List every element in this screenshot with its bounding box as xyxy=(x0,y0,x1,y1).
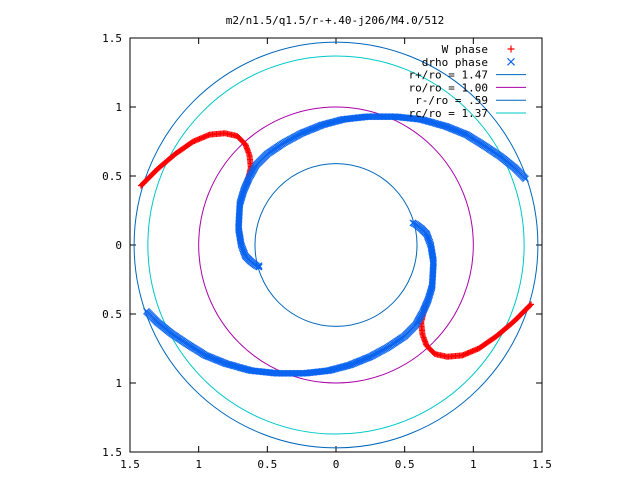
x-tick-label: 0 xyxy=(333,458,340,471)
legend-marker xyxy=(507,57,515,66)
legend-label: ro/ro = 1.00 xyxy=(409,81,488,94)
series-3 xyxy=(143,219,437,377)
x-tick-label: 1 xyxy=(470,458,477,471)
x-tick-label: 0.5 xyxy=(395,458,415,471)
legend-label: drho phase xyxy=(422,56,488,69)
data-point xyxy=(255,262,263,270)
y-tick-label: 1.5 xyxy=(102,32,122,45)
y-tick-label: 0.5 xyxy=(102,170,122,183)
chart-title: m2/n1.5/q1.5/r-+.40-j206/M4.0/512 xyxy=(226,14,445,27)
legend-label: W phase xyxy=(442,43,488,56)
circle-3 xyxy=(147,55,525,435)
x-tick-label: 1.5 xyxy=(120,458,140,471)
data-point xyxy=(409,219,417,227)
series-0 xyxy=(137,130,254,189)
circle-0 xyxy=(133,41,539,449)
y-tick-label: 1 xyxy=(115,101,122,114)
legend-label: r+/ro = 1.47 xyxy=(409,69,488,82)
y-tick-label: 1 xyxy=(115,377,122,390)
data-series xyxy=(137,113,535,377)
series-1 xyxy=(418,301,535,360)
x-tick-label: 0.5 xyxy=(257,458,277,471)
x-tick-label: 1.5 xyxy=(532,458,552,471)
legend-label: r-/ro = .59 xyxy=(415,94,488,107)
y-tick-label: 0 xyxy=(115,239,122,252)
legend-marker xyxy=(507,45,515,53)
reference-circles xyxy=(133,41,539,449)
series-2 xyxy=(235,113,529,271)
data-point xyxy=(255,263,263,271)
y-tick-label: 1.5 xyxy=(102,446,122,459)
circle-2 xyxy=(254,163,418,327)
x-tick-label: 1 xyxy=(195,458,202,471)
circle-1 xyxy=(198,106,474,384)
y-tick-label: 0.5 xyxy=(102,308,122,321)
axis-ticks: 1.5 1 0.5 0 0.5 1 1.51.510.500.511.5 xyxy=(102,32,552,471)
legend-label: rc/ro = 1.37 xyxy=(409,107,488,120)
